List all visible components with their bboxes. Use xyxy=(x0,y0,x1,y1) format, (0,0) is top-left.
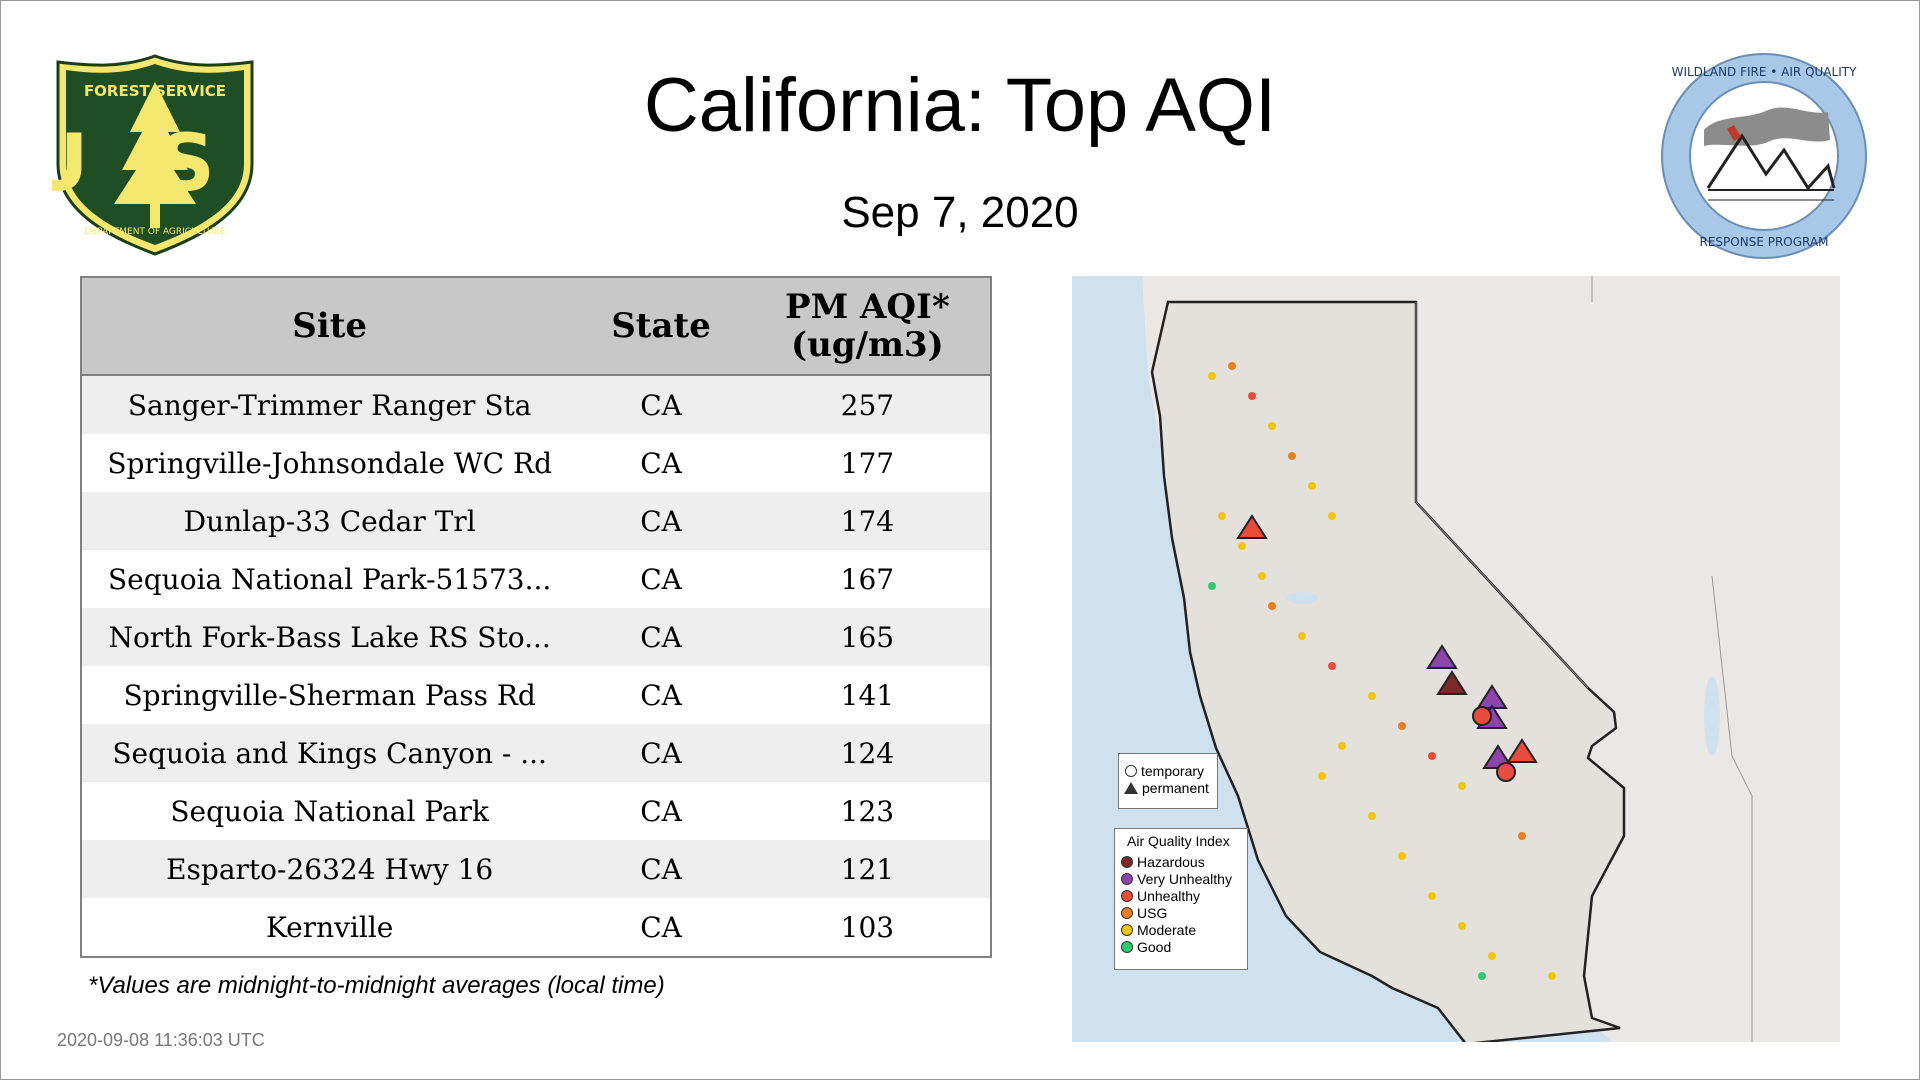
aqi-legend-title: Air Quality Index xyxy=(1127,833,1230,849)
cell-site: Esparto-26324 Hwy 16 xyxy=(81,840,578,898)
cell-state: CA xyxy=(577,608,745,666)
station-markers xyxy=(1208,362,1556,980)
logo-top-text: FOREST SERVICE xyxy=(84,82,226,100)
table-row: Kernville CA 103 xyxy=(81,898,991,957)
page-date: Sep 7, 2020 xyxy=(841,188,1079,237)
moderate-dot xyxy=(1121,923,1133,936)
table-row: Sequoia and Kings Canyon - ... CA 124 xyxy=(81,724,991,782)
cell-state: CA xyxy=(577,666,745,724)
page-title: California: Top AQI xyxy=(643,63,1277,148)
header-pm-aqi-line1: PM AQI* xyxy=(785,287,950,327)
header-pm-aqi: PM AQI* (ug/m3) xyxy=(744,277,991,376)
cell-aqi: 177 xyxy=(744,434,991,492)
header-state: State xyxy=(577,277,745,376)
cell-aqi: 121 xyxy=(744,840,991,898)
cell-aqi: 257 xyxy=(744,375,991,434)
cell-aqi: 167 xyxy=(744,550,991,608)
cell-site: Dunlap-33 Cedar Trl xyxy=(81,492,578,550)
cell-aqi: 141 xyxy=(744,666,991,724)
legend-unhealthy: Unhealthy xyxy=(1137,887,1201,904)
aqi-table: Site State PM AQI* (ug/m3) Sanger-Trimme… xyxy=(80,276,992,958)
legend-permanent: permanent xyxy=(1142,779,1209,796)
cell-aqi: 174 xyxy=(744,492,991,550)
legend-usg: USG xyxy=(1137,904,1168,921)
aqi-legend: Air Quality Index Hazardous Very Unhealt… xyxy=(1114,828,1248,970)
cell-site: Springville-Johnsondale WC Rd xyxy=(81,434,578,492)
usg-dot xyxy=(1121,906,1133,919)
table-row: Dunlap-33 Cedar Trl CA 174 xyxy=(81,492,991,550)
wildland-fire-aq-logo: WILDLAND FIRE • AIR QUALITY RESPONSE PRO… xyxy=(1661,53,1867,259)
table-header-row: Site State PM AQI* (ug/m3) xyxy=(81,277,991,376)
cell-aqi: 124 xyxy=(744,724,991,782)
triangle-icon xyxy=(1124,781,1138,794)
logo-ring-top-text: WILDLAND FIRE • AIR QUALITY xyxy=(1672,65,1857,79)
cell-site: Sequoia and Kings Canyon - ... xyxy=(81,724,578,782)
cell-state: CA xyxy=(577,724,745,782)
table-row: Sequoia National Park-51573... CA 167 xyxy=(81,550,991,608)
unhealthy-dot xyxy=(1121,889,1133,902)
cell-aqi: 123 xyxy=(744,782,991,840)
table-row: Springville-Sherman Pass Rd CA 141 xyxy=(81,666,991,724)
cell-aqi: 165 xyxy=(744,608,991,666)
cell-site: Kernville xyxy=(81,898,578,957)
cell-state: CA xyxy=(577,898,745,957)
forest-service-shield-logo: US FOREST SERVICE DEPARTMENT OF AGRICULT… xyxy=(52,54,258,256)
cell-aqi: 103 xyxy=(744,898,991,957)
cell-state: CA xyxy=(577,782,745,840)
logo-ring-bottom-text: RESPONSE PROGRAM xyxy=(1700,235,1829,249)
header-site: Site xyxy=(81,277,578,376)
cell-site: Sanger-Trimmer Ranger Sta xyxy=(81,375,578,434)
cell-state: CA xyxy=(577,550,745,608)
table-row: North Fork-Bass Lake RS Sto... CA 165 xyxy=(81,608,991,666)
good-dot xyxy=(1121,940,1133,953)
table-row: Sanger-Trimmer Ranger Sta CA 257 xyxy=(81,375,991,434)
cell-site: North Fork-Bass Lake RS Sto... xyxy=(81,608,578,666)
logo-letters: US xyxy=(52,119,258,209)
hazardous-dot xyxy=(1121,855,1133,868)
cell-site: Sequoia National Park xyxy=(81,782,578,840)
legend-temporary: temporary xyxy=(1141,762,1205,779)
very-unhealthy-dot xyxy=(1121,872,1133,885)
cell-state: CA xyxy=(577,434,745,492)
table-row: Esparto-26324 Hwy 16 CA 121 xyxy=(81,840,991,898)
cell-site: Sequoia National Park-51573... xyxy=(81,550,578,608)
table-row: Springville-Johnsondale WC Rd CA 177 xyxy=(81,434,991,492)
footnote: *Values are midnight-to-midnight average… xyxy=(88,972,665,999)
california-shape xyxy=(1150,300,1626,1042)
legend-very-unhealthy: Very Unhealthy xyxy=(1137,870,1232,887)
timestamp: 2020-09-08 11:36:03 UTC xyxy=(57,1030,265,1050)
cell-state: CA xyxy=(577,375,745,434)
table-row: Sequoia National Park CA 123 xyxy=(81,782,991,840)
logo-bottom-text: DEPARTMENT OF AGRICULTURE xyxy=(85,227,226,237)
cell-state: CA xyxy=(577,492,745,550)
legend-hazardous: Hazardous xyxy=(1137,853,1205,870)
circle-icon xyxy=(1125,764,1137,777)
legend-moderate: Moderate xyxy=(1137,921,1197,938)
header-pm-aqi-line2: (ug/m3) xyxy=(791,325,944,365)
legend-good: Good xyxy=(1137,938,1172,955)
cell-site: Springville-Sherman Pass Rd xyxy=(81,666,578,724)
cell-state: CA xyxy=(577,840,745,898)
marker-shape-legend: temporary permanent xyxy=(1118,753,1218,809)
